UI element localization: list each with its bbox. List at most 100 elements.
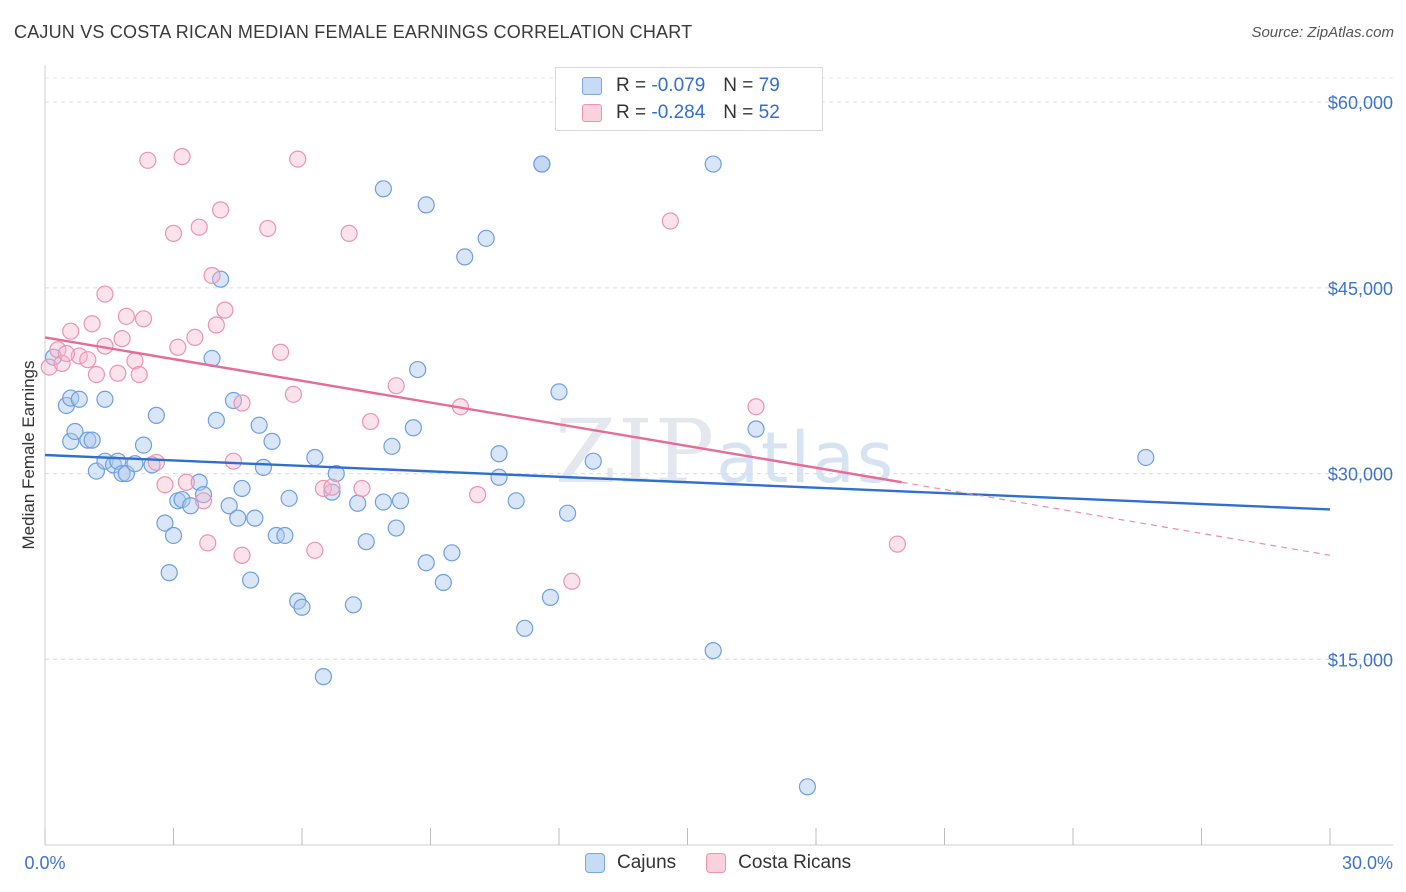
legend-n-value: 52: [758, 102, 780, 123]
point-cajuns: [344, 596, 362, 614]
x-tick-label: 0.0%: [24, 853, 65, 873]
point-cajuns: [306, 448, 324, 467]
point-costa-ricans: [70, 347, 88, 365]
point-cajuns: [323, 483, 341, 501]
point-cajuns: [409, 360, 427, 379]
point-costa-ricans: [139, 151, 157, 169]
series-costa-ricans: [40, 148, 906, 590]
point-cajuns: [434, 573, 452, 592]
point-costa-ricans: [361, 412, 380, 431]
point-cajuns: [704, 155, 722, 173]
point-cajuns: [550, 383, 568, 401]
point-costa-ricans: [109, 364, 127, 382]
y-tick-label: $15,000: [1328, 650, 1393, 670]
point-cajuns: [314, 668, 333, 686]
point-cajuns: [62, 389, 80, 407]
point-cajuns: [246, 509, 264, 527]
point-costa-ricans: [563, 572, 581, 590]
y-axis-label: Median Female Earnings: [19, 361, 38, 550]
point-cajuns: [83, 431, 101, 449]
point-costa-ricans: [888, 535, 906, 553]
point-cajuns: [207, 411, 225, 429]
legend-label-costa-ricans: Costa Ricans: [738, 852, 852, 873]
point-costa-ricans: [199, 534, 217, 552]
point-costa-ricans: [190, 218, 208, 236]
point-cajuns: [173, 490, 191, 509]
stats-legend: R = -0.079 N = 79 R = -0.284 N = 52: [555, 67, 823, 131]
legend-n-label: N =: [723, 75, 754, 96]
point-cajuns: [490, 468, 508, 486]
point-costa-ricans: [661, 212, 679, 230]
point-cajuns: [147, 406, 165, 424]
point-cajuns: [507, 492, 525, 510]
point-costa-ricans: [340, 224, 358, 242]
point-cajuns: [194, 486, 213, 504]
point-cajuns: [220, 497, 238, 515]
point-cajuns: [327, 464, 345, 483]
legend-n-value: 79: [758, 75, 780, 96]
point-cajuns: [516, 619, 534, 637]
point-cajuns: [263, 432, 281, 450]
legend-row-costa-ricans: R = -0.284 N = 52: [582, 100, 780, 126]
y-tick-label: $45,000: [1328, 279, 1393, 299]
point-cajuns: [293, 598, 311, 616]
point-costa-ricans: [79, 351, 97, 369]
legend-item-cajuns[interactable]: Cajuns: [585, 852, 676, 874]
point-cajuns: [374, 180, 392, 198]
point-cajuns: [533, 155, 551, 173]
point-cajuns: [391, 492, 410, 510]
point-costa-ricans: [53, 354, 71, 372]
point-cajuns: [164, 526, 183, 545]
point-costa-ricans: [164, 224, 183, 242]
point-costa-ricans: [353, 479, 371, 498]
watermark-zip: ZIP: [555, 400, 717, 503]
point-cajuns: [374, 493, 392, 511]
point-cajuns: [113, 464, 131, 483]
point-costa-ricans: [156, 476, 174, 494]
watermark: ZIPatlas: [555, 400, 895, 503]
point-costa-ricans: [134, 310, 153, 328]
point-cajuns: [747, 420, 765, 438]
point-cajuns: [417, 554, 435, 572]
point-costa-ricans: [147, 453, 165, 472]
legend-swatch-cajuns: [585, 853, 605, 873]
legend-swatch-cajuns: [582, 77, 602, 95]
point-cajuns: [704, 642, 722, 660]
axis-labels: $15,000 $30,000 $45,000 $60,000 0.0% 30.0% Med…: [19, 93, 1393, 873]
point-costa-ricans: [207, 316, 225, 334]
x-tick-label: 30.0%: [1342, 853, 1393, 873]
point-costa-ricans: [216, 301, 234, 319]
point-costa-ricans: [203, 266, 221, 285]
point-costa-ricans: [323, 478, 341, 496]
point-cajuns: [156, 514, 174, 532]
point-costa-ricans: [194, 492, 213, 510]
point-costa-ricans: [469, 486, 487, 504]
point-costa-ricans: [233, 546, 251, 564]
legend-row-cajuns: R = -0.079 N = 79: [582, 73, 780, 99]
axes: [44, 65, 1393, 846]
point-cajuns: [254, 458, 273, 476]
legend-r-value: -0.284: [651, 102, 706, 123]
point-costa-ricans: [212, 201, 230, 219]
point-cajuns: [357, 533, 375, 551]
trend-lines: [44, 336, 1331, 556]
point-cajuns: [62, 432, 80, 450]
point-cajuns: [541, 588, 560, 606]
legend-item-costa-ricans[interactable]: Costa Ricans: [706, 852, 851, 874]
point-costa-ricans: [387, 377, 405, 395]
legend-swatch-costa-ricans: [706, 853, 727, 873]
point-cajuns: [160, 564, 178, 582]
point-costa-ricans: [259, 219, 277, 238]
y-tick-label: $30,000: [1328, 465, 1393, 485]
legend-r-value: -0.079: [651, 75, 706, 96]
point-costa-ricans: [96, 285, 114, 303]
point-cajuns: [1137, 448, 1155, 467]
point-costa-ricans: [314, 479, 333, 498]
legend-swatch-costa-ricans: [582, 104, 602, 122]
point-cajuns: [349, 494, 367, 512]
point-costa-ricans: [306, 541, 324, 559]
point-cajuns: [182, 497, 200, 515]
point-cajuns: [490, 445, 508, 463]
point-cajuns: [417, 196, 435, 214]
